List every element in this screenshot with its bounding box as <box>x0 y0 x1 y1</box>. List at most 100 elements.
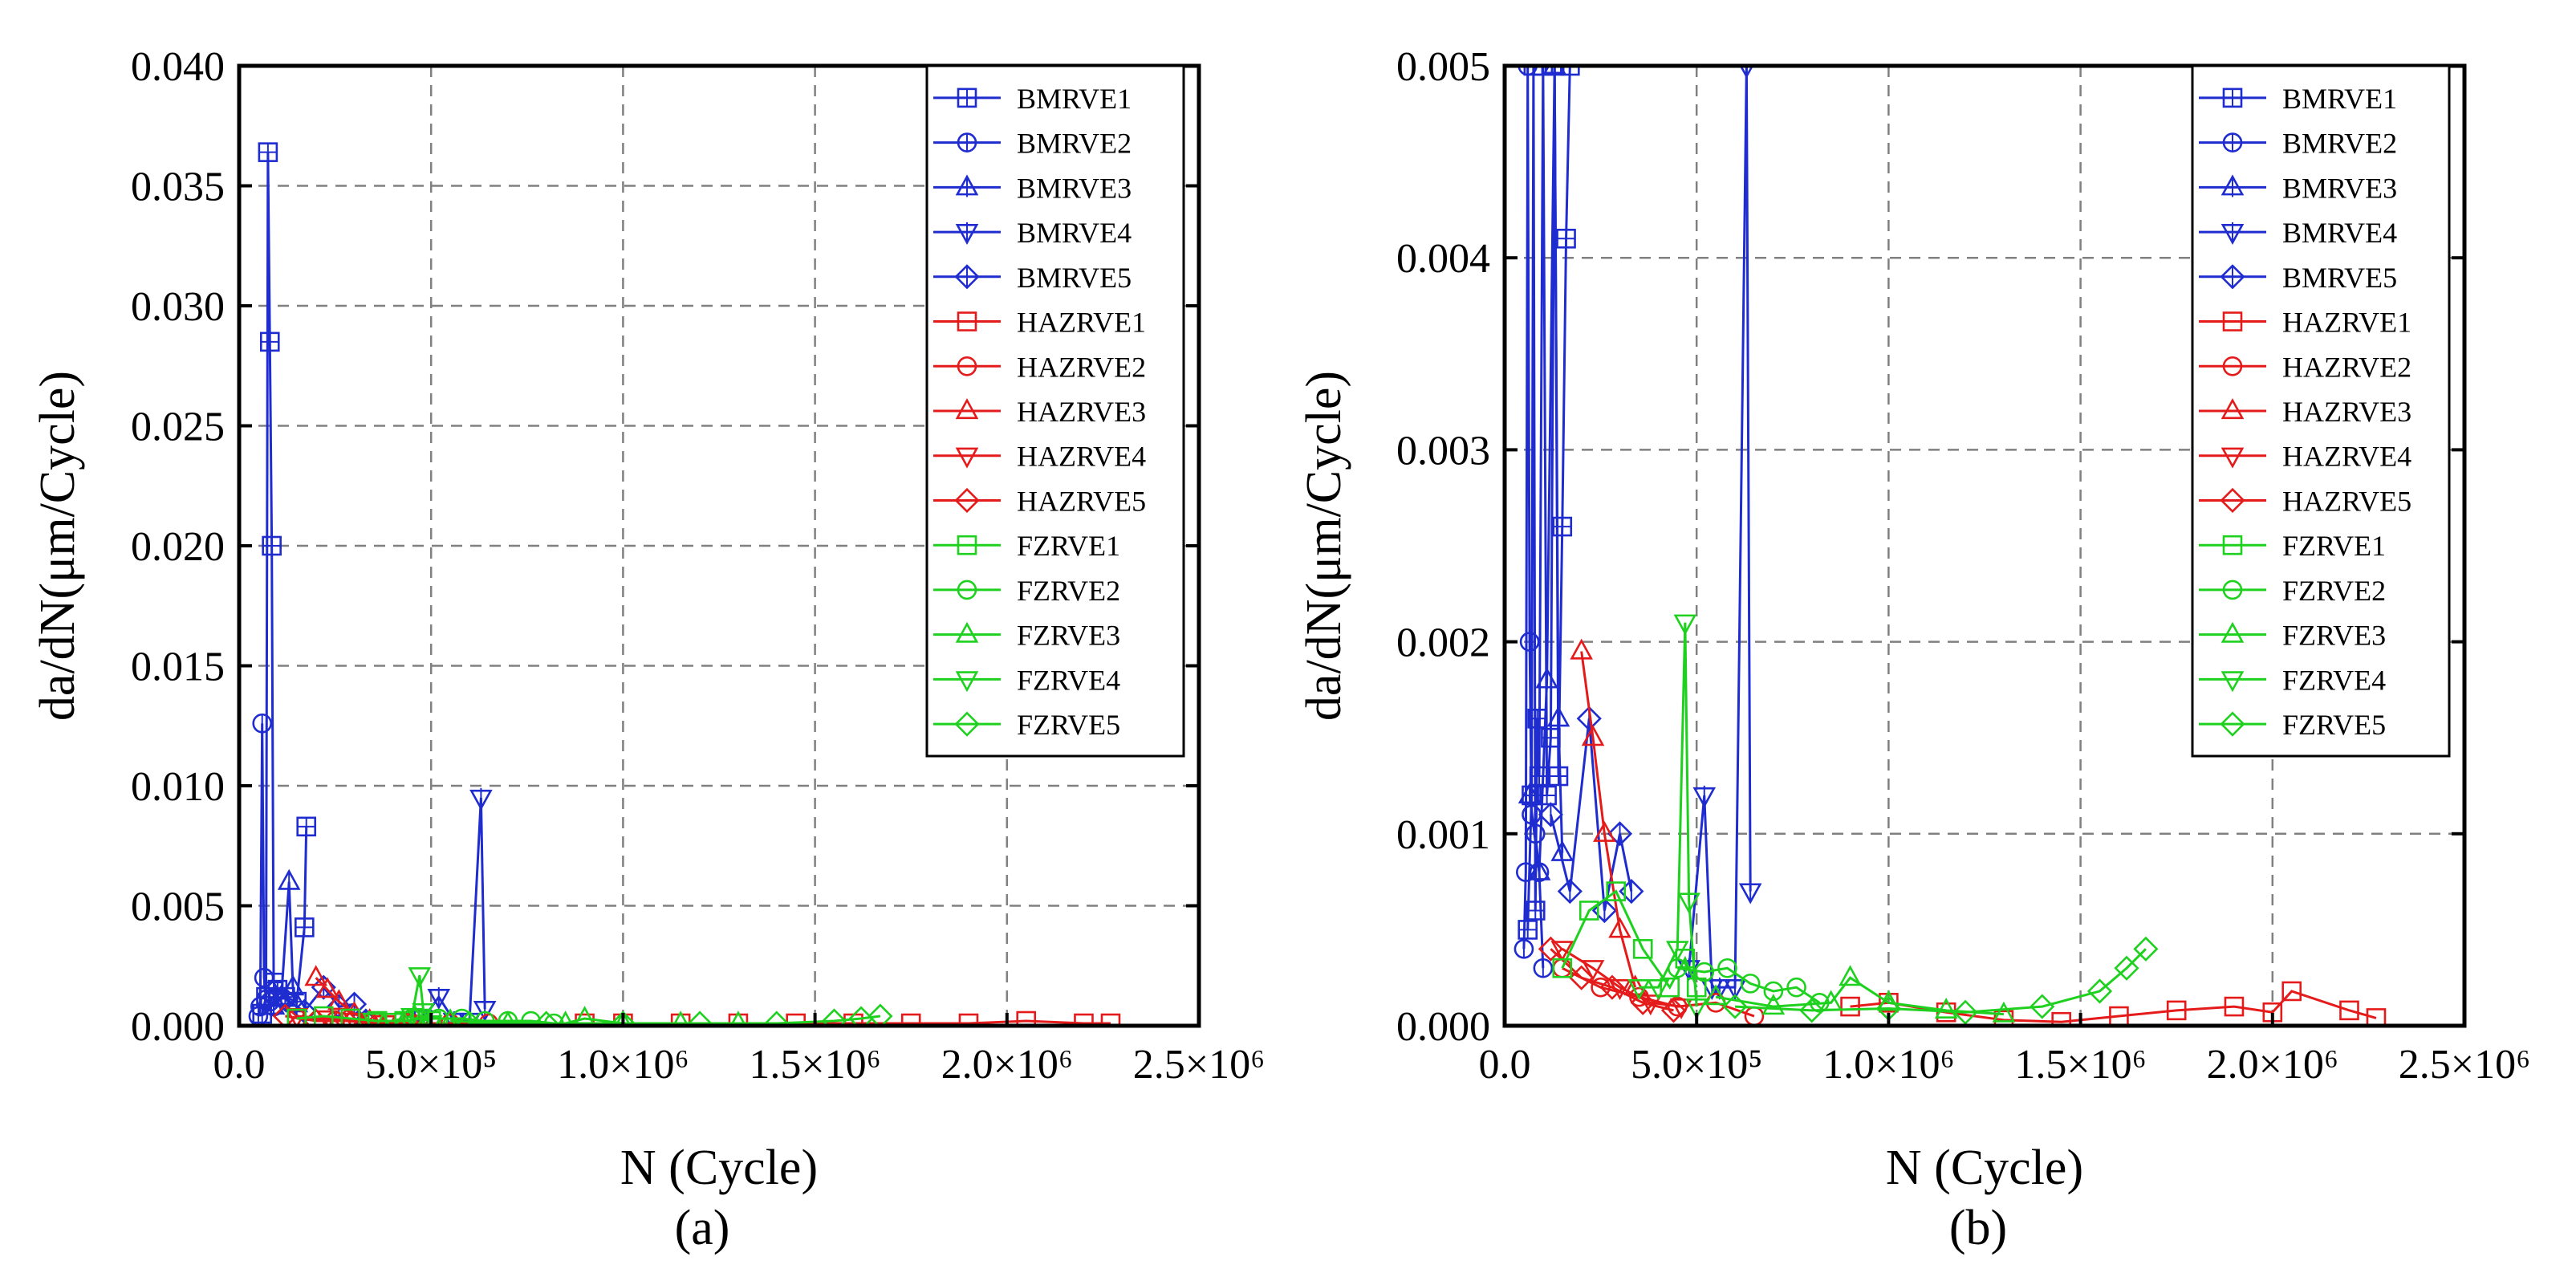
panel-b-legend-entry: BMRVE4 <box>2199 217 2397 249</box>
panel-a-legend-entry: HAZRVE4 <box>933 441 1146 473</box>
panel-b-data-point-fzrve5 <box>2114 955 2139 981</box>
panel-b-label: (b) <box>1949 1201 2007 1255</box>
panel-a-legend-label: HAZRVE2 <box>1017 351 1146 383</box>
panel-a-y-tick-label: 0.015 <box>131 645 225 690</box>
panel-b-data-point-fzrve1 <box>1552 958 1573 978</box>
panel-b-legend-entry: BMRVE2 <box>2199 128 2397 160</box>
panel-b-data-point-hazrve3 <box>1570 638 1593 660</box>
panel-b-data-point-fzrve3 <box>1992 1001 2016 1023</box>
panel-b-legend-marker <box>2220 174 2245 197</box>
panel-a-legend-label: BMRVE2 <box>1017 128 1132 160</box>
panel-b-legend-label: BMRVE4 <box>2282 217 2397 249</box>
panel-b-data-point-fzrve2 <box>1717 958 1737 978</box>
panel-b-data-point-hazrve1 <box>2366 1008 2387 1026</box>
panel-b-legend-label: FZRVE3 <box>2282 620 2386 652</box>
panel-b-legend-label: FZRVE1 <box>2282 530 2386 562</box>
panel-b-series-line-fzrve4 <box>1639 622 1698 1007</box>
panel-a-legend-label: BMRVE5 <box>1017 262 1132 294</box>
panel-b-data-point-bmrve2 <box>1516 862 1536 882</box>
panel-a-data-point-fzrve3 <box>729 1011 747 1026</box>
panel-b-data-point-fzrve5 <box>2030 994 2055 1019</box>
panel-b-y-tick-label: 0.000 <box>1396 1004 1490 1050</box>
panel-b-legend-label: HAZRVE2 <box>2282 351 2411 383</box>
panel-a-data-point-hazrve1 <box>1016 1011 1037 1026</box>
panel-a-legend-label: FZRVE1 <box>1017 530 1120 562</box>
panel-b-data-point-hazrve3 <box>1608 917 1631 938</box>
panel-b-legend-entry: FZRVE1 <box>2199 530 2386 562</box>
panel-b-series-hazrve3 <box>1570 638 1647 996</box>
panel-b-data-point-fzrve3 <box>1704 984 1728 1006</box>
panel-a-legend-label: HAZRVE4 <box>1017 441 1146 473</box>
panel-b-data-point-bmrve1 <box>1533 66 1554 76</box>
panel-b-data-point-fzrve1 <box>1579 901 1599 921</box>
panel-b-data-point-bmrve3 <box>1518 783 1542 806</box>
panel-b-y-tick-label: 0.004 <box>1396 236 1490 282</box>
panel-a-data-point-bmrve1 <box>258 142 278 162</box>
panel-b-y-tick-label: 0.005 <box>1396 44 1490 90</box>
panel-b-series-fzrve5 <box>1722 936 2159 1025</box>
panel-a-data-point-bmrve3 <box>277 868 301 892</box>
panel-b-data-point-fzrve4 <box>1684 998 1709 1019</box>
panel-a-x-axis-title: N (Cycle) <box>620 1141 818 1195</box>
panel-b-data-point-bmrve2 <box>1514 939 1534 959</box>
panel-a-legend-entry: BMRVE5 <box>933 262 1132 294</box>
panel-b-x-tick-label: 5.0×10⁵ <box>1631 1042 1762 1088</box>
panel-b-data-point-bmrve5 <box>1557 878 1583 905</box>
panel-a-data-point-fzrve4 <box>408 967 432 989</box>
panel-a-legend-entry: FZRVE1 <box>933 530 1120 562</box>
panel-a-data-point-fzrve5 <box>687 1011 713 1026</box>
panel-a-data-point-fzrve3 <box>499 1011 517 1026</box>
panel-b-data-point-bmrve1 <box>1518 920 1538 940</box>
panel-b-y-axis-title: da/dN(μm/Cycle) <box>1297 371 1351 721</box>
panel-b-data-point-bmrve5 <box>1538 802 1563 828</box>
panel-b-legend-entry: BMRVE1 <box>2199 83 2397 115</box>
panel-a-legend-label: FZRVE4 <box>1017 664 1120 696</box>
panel-b-data-point-fzrve4 <box>1677 893 1700 914</box>
panel-a: 0.0 5.0×10⁵ 1.0×10⁶ 1.5×10⁶ 2.0×10⁶ 2.5×10⁶ 0.… <box>30 44 1265 1255</box>
panel-b-legend-marker <box>2222 356 2243 376</box>
panel-b-data-point-bmrve4 <box>1738 881 1762 905</box>
panel-a-x-tick-label: 2.0×10⁶ <box>941 1042 1073 1088</box>
panel-a-legend-entry: BMRVE3 <box>933 172 1132 204</box>
panel-a-legend-marker <box>955 174 979 197</box>
panel-b-legend-marker <box>2220 264 2245 290</box>
panel-a-legend-marker <box>955 671 979 693</box>
panel-b-legend-label: HAZRVE4 <box>2282 441 2411 473</box>
panel-a-data-point-hazrve5 <box>272 1003 298 1026</box>
panel-b-legend-entry: FZRVE5 <box>2199 709 2386 741</box>
panel-b-legend-marker <box>2222 132 2243 152</box>
panel-b-data-point-bmrve3 <box>1546 706 1570 729</box>
panel-a-legend-entry: FZRVE3 <box>933 620 1120 652</box>
panel-a-legend-marker <box>955 447 979 469</box>
panel-a-y-tick-label: 0.010 <box>131 764 225 810</box>
panel-a-data-point-hazrve3 <box>315 977 339 998</box>
panel-b-legend-entry: HAZRVE3 <box>2199 396 2411 428</box>
panel-b-series-line-fzrve1 <box>1561 889 1698 990</box>
panel-a-data-point-fzrve5 <box>457 1011 482 1026</box>
panel-b-data-point-hazrve5 <box>1660 998 1687 1023</box>
panel-b-legend-entry: FZRVE4 <box>2199 664 2386 696</box>
panel-b-data-point-hazrve5 <box>1569 965 1595 990</box>
panel-b-series-line-bmrve3 <box>1528 66 1564 872</box>
panel-a-data-point-fzrve5 <box>534 1011 559 1026</box>
panel-b-series-fzrve4 <box>1627 614 1709 1019</box>
panel-b-legend-marker <box>2220 447 2245 469</box>
panel-b-data-point-fzrve3 <box>1761 994 1786 1015</box>
panel-b-legend-label: BMRVE1 <box>2282 83 2397 115</box>
panel-b-legend-marker <box>2222 87 2243 108</box>
panel-a-data-point-fzrve3 <box>441 1008 461 1026</box>
panel-a-legend-label: HAZRVE3 <box>1017 396 1146 428</box>
panel-a-data-point-fzrve4 <box>381 1012 404 1026</box>
panel-a-data-point-hazrve3 <box>327 989 351 1011</box>
panel-b-data-point-bmrve5 <box>1607 821 1633 847</box>
panel-b-data-point-fzrve1 <box>1606 881 1627 901</box>
panel-b-data-point-fzrve2 <box>1786 977 1806 998</box>
panel-b-data-point-bmrve1 <box>1560 66 1580 76</box>
panel-a-legend-marker <box>957 535 977 555</box>
panel-b-data-point-fzrve3 <box>1839 965 1862 986</box>
panel-b-legend-label: HAZRVE3 <box>2282 396 2411 428</box>
panel-a-x-tick-label: 2.5×10⁶ <box>1133 1042 1265 1088</box>
panel-a-legend-label: BMRVE3 <box>1017 172 1132 204</box>
panel-a-data-point-fzrve4 <box>400 1007 424 1026</box>
